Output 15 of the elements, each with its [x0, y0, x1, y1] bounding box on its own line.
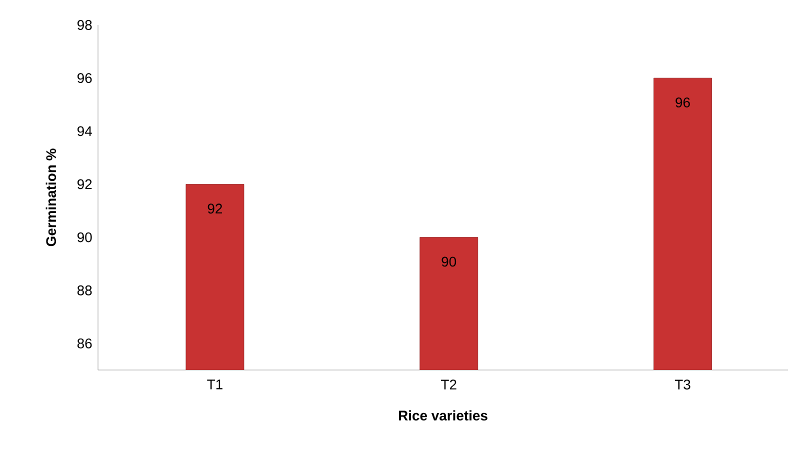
y-tick-label: 96 — [77, 73, 92, 84]
y-tick-label: 94 — [77, 126, 92, 136]
x-axis-title: Rice varieties — [398, 410, 488, 421]
y-tick-label: 98 — [77, 20, 92, 30]
x-tick-label: T3 — [674, 380, 690, 390]
y-axis-title: Germination % — [46, 148, 56, 246]
y-tick-label: 92 — [77, 179, 92, 190]
x-tick-label: T2 — [441, 380, 456, 390]
y-tick-label: 86 — [77, 338, 92, 348]
data-label: 92 — [208, 204, 222, 214]
y-tick-label: 90 — [77, 232, 92, 242]
data-label: 90 — [442, 256, 456, 267]
x-tick-label: T1 — [207, 380, 222, 390]
data-label: 96 — [676, 98, 690, 108]
y-tick-label: 88 — [77, 285, 92, 296]
